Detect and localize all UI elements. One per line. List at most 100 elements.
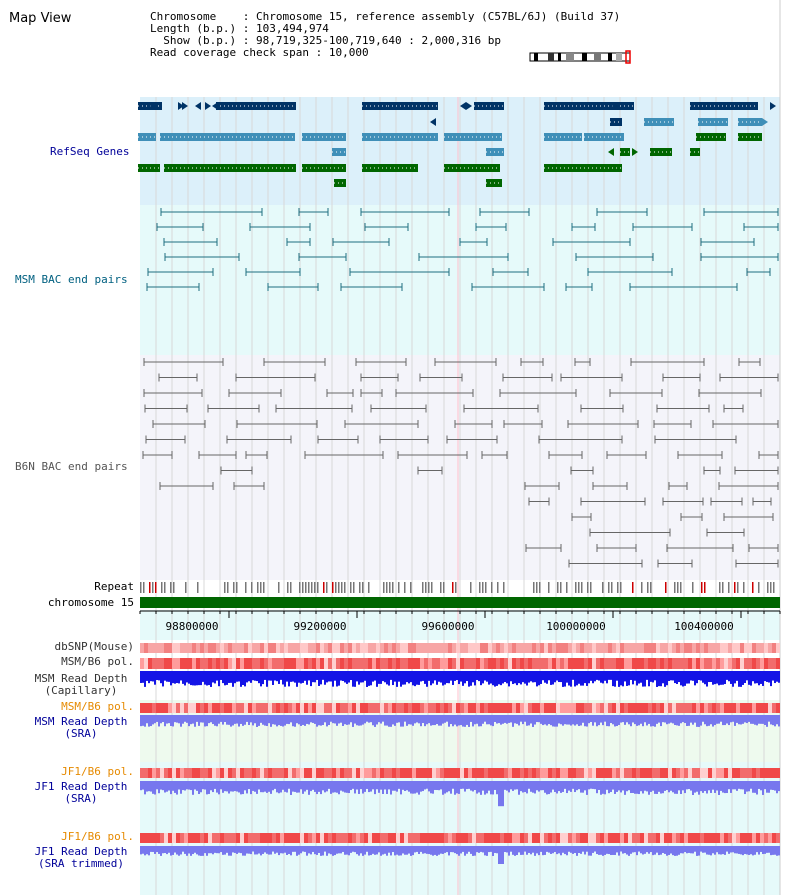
read-depth-bar [190,846,192,856]
read-depth-bar [466,671,468,682]
polymorphism-cell [728,768,732,778]
read-depth-bar [620,846,622,852]
polymorphism-cell [688,833,692,843]
read-depth-bar [392,781,394,791]
read-depth-bar [722,781,724,793]
repeat-feature [323,582,325,593]
read-depth-bar [260,671,262,687]
read-depth-bar [560,781,562,793]
polymorphism-cell [560,833,564,843]
read-depth-bar [640,715,642,724]
read-depth-bar [204,846,206,854]
polymorphism-cell [352,643,356,653]
read-depth-bar [518,781,520,795]
polymorphism-cell [416,703,420,713]
read-depth-bar [248,671,250,682]
read-depth-bar [524,846,526,852]
read-depth-bar [422,846,424,854]
read-depth-bar [398,846,400,856]
polymorphism-cell [448,768,452,778]
read-depth-bar [296,846,298,856]
read-depth-bar [254,671,256,681]
polymorphism-cell [376,643,380,653]
polymorphism-cell [372,703,376,713]
read-depth-bar [572,781,574,789]
polymorphism-cell [564,643,568,653]
read-depth-bar [424,781,426,790]
read-depth-bar [224,671,226,686]
read-depth-bar [184,846,186,854]
read-depth-bar [690,671,692,681]
read-depth-bar [574,781,576,793]
read-depth-bar [774,671,776,684]
read-depth-bar [584,846,586,855]
axis-tick-label: 99600000 [422,620,475,633]
read-depth-bar [346,781,348,793]
read-depth-bar [736,846,738,854]
read-depth-bar [724,846,726,855]
read-depth-bar [728,671,730,682]
read-depth-bar [346,846,348,855]
polymorphism-cell [236,833,240,843]
polymorphism-cell [400,833,404,843]
polymorphism-cell [316,658,320,669]
read-depth-bar [682,846,684,854]
polymorphism-cell [264,643,268,653]
read-depth-bar [584,671,586,684]
polymorphism-cell [148,658,152,669]
read-depth-bar [590,671,592,681]
read-depth-bar [612,781,614,790]
read-depth-bar [580,671,582,686]
polymorphism-cell [600,703,604,713]
read-depth-bar [778,715,780,727]
polymorphism-cell [612,833,616,843]
read-depth-bar [502,781,504,807]
read-depth-bar [526,846,528,855]
read-depth-bar [366,846,368,852]
polymorphism-cell [320,768,324,778]
polymorphism-cell [236,703,240,713]
read-depth-bar [706,715,708,727]
read-depth-bar [686,781,688,790]
read-depth-bar [290,781,292,795]
polymorphism-cell [380,658,384,669]
polymorphism-cell [456,833,460,843]
read-depth-bar [592,715,594,726]
polymorphism-cell [528,703,532,713]
polymorphism-cell [532,658,536,669]
polymorphism-cell [760,833,764,843]
read-depth-bar [276,715,278,727]
polymorphism-cell [380,643,384,653]
polymorphism-cell [272,703,276,713]
read-depth-bar [198,671,200,686]
read-depth-bar [268,781,270,792]
read-depth-bar [728,781,730,790]
read-depth-bar [216,671,218,681]
read-depth-bar [412,846,414,856]
polymorphism-cell [572,703,576,713]
polymorphism-cell [740,703,744,713]
read-depth-bar [242,846,244,856]
read-depth-bar [386,671,388,685]
read-depth-bar [228,781,230,794]
read-depth-bar [730,781,732,793]
read-depth-bar [774,781,776,791]
read-depth-bar [468,715,470,727]
read-depth-bar [364,671,366,681]
read-depth-bar [376,671,378,687]
repeat-feature [533,582,535,593]
polymorphism-cell [612,643,616,653]
read-depth-bar [470,715,472,722]
polymorphism-cell [420,703,424,713]
polymorphism-cell [496,658,500,669]
read-depth-bar [386,781,388,794]
read-depth-bar [222,671,224,684]
read-depth-bar [376,715,378,725]
read-depth-bar [358,781,360,794]
gene-feature [698,118,728,126]
read-depth-bar [442,846,444,854]
read-depth-bar [150,715,152,727]
read-depth-bar [528,715,530,726]
read-depth-bar [672,781,674,793]
